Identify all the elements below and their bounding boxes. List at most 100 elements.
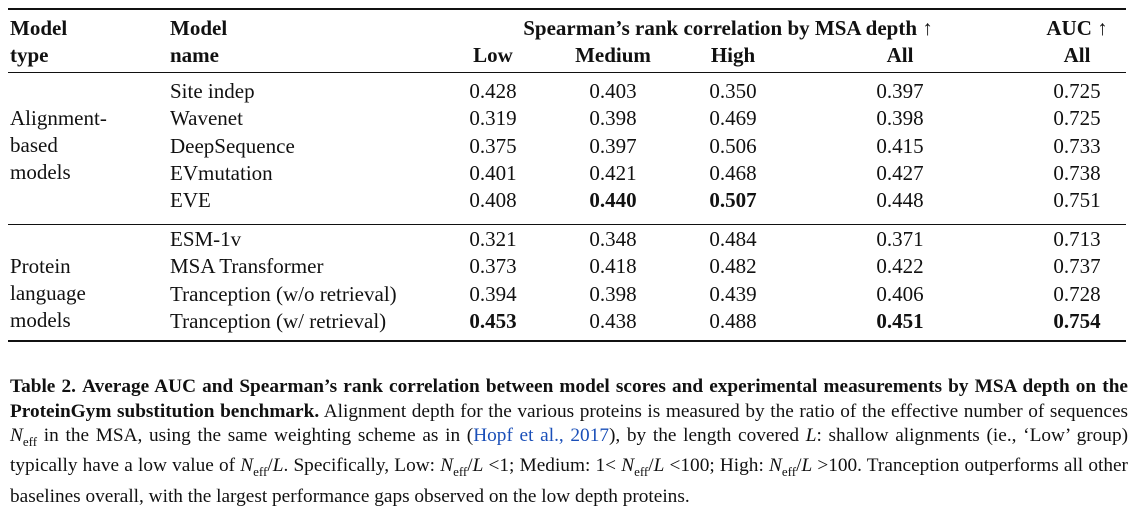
cell: 0.484 <box>709 227 757 251</box>
model-name: Tranception (w/ retrieval) <box>170 308 387 333</box>
model-name: Tranception (w/o retrieval) <box>170 281 397 306</box>
cell: 0.406 <box>876 281 924 306</box>
cell: 0.348 <box>589 227 637 251</box>
cell: 0.507 <box>709 188 757 213</box>
rule <box>8 72 1126 73</box>
caption-text: N <box>440 455 454 477</box>
model-type: models <box>10 308 71 332</box>
caption-text: >100. Tranception outperforms all other … <box>10 455 1128 507</box>
caption-text: L <box>472 455 484 477</box>
caption-text: eff <box>781 464 797 480</box>
model-type: Protein <box>10 254 71 278</box>
model-name: EVmutation <box>170 160 273 185</box>
caption-text: : shallow alignments (ie., ‘Low’ group) … <box>10 425 1129 477</box>
cell: 0.398 <box>589 106 637 131</box>
rule <box>8 340 1126 342</box>
header: Spearman’s rank correlation by MSA depth… <box>523 16 933 40</box>
cell: 0.427 <box>876 160 924 185</box>
model-type: models <box>10 160 71 184</box>
caption-text: N <box>240 455 254 477</box>
cell: 0.451 <box>876 308 924 333</box>
cell: 0.438 <box>589 308 637 333</box>
cell: 0.418 <box>589 254 637 279</box>
header: Model <box>10 16 68 40</box>
caption-text: Alignment depth for the various proteins… <box>323 400 1129 422</box>
column-header: All <box>1063 43 1091 67</box>
citation[interactable]: Hopf et al., 2017 <box>473 425 609 446</box>
model-type: based <box>10 133 58 157</box>
caption-text: eff <box>253 464 268 480</box>
caption-label: Table 2. <box>10 376 76 397</box>
cell: 0.488 <box>709 308 757 333</box>
caption-text: L <box>272 455 284 477</box>
caption-text: eff <box>634 464 649 480</box>
header: AUC ↑ <box>1046 16 1108 40</box>
model-name: ESM-1v <box>170 227 242 251</box>
cell: 0.754 <box>1053 308 1101 333</box>
caption: Table 2. Average AUC and Spearman’s rank… <box>10 375 1128 509</box>
cell: 0.725 <box>1053 79 1101 103</box>
cell: 0.403 <box>589 79 637 103</box>
model-type: language <box>10 281 86 305</box>
cell: 0.398 <box>589 281 637 306</box>
cell: 0.422 <box>876 254 924 279</box>
cell: 0.375 <box>469 133 517 158</box>
caption-text: eff <box>453 464 468 480</box>
caption-text: in the MSA, using the same weighting sch… <box>37 425 474 446</box>
cell: 0.394 <box>469 281 517 306</box>
caption-text: eff <box>22 433 38 449</box>
cell: 0.440 <box>589 188 637 213</box>
caption-text: L <box>801 455 813 477</box>
cell: 0.373 <box>469 254 517 279</box>
cell: 0.321 <box>469 227 517 251</box>
rule <box>8 224 1126 225</box>
cell: 0.482 <box>709 254 757 279</box>
cell: 0.350 <box>709 79 757 103</box>
caption-text: . Specifically, Low: <box>283 455 441 477</box>
caption-text: <100; High: <box>664 455 769 477</box>
cell: 0.448 <box>876 188 924 213</box>
rule <box>8 8 1126 10</box>
cell: 0.468 <box>709 160 757 185</box>
cell: 0.738 <box>1053 160 1101 185</box>
cell: 0.713 <box>1053 227 1101 251</box>
cell: 0.733 <box>1053 133 1101 158</box>
header: type <box>10 43 49 67</box>
cell: 0.398 <box>876 106 924 131</box>
column-header: Low <box>473 43 513 67</box>
caption-text: L <box>805 425 817 446</box>
cell: 0.408 <box>469 188 517 213</box>
model-name: DeepSequence <box>170 133 295 158</box>
caption-text: <1; Medium: 1< <box>483 455 622 477</box>
column-header: All <box>886 43 914 67</box>
cell: 0.439 <box>709 281 757 306</box>
caption-text: ), by the length covered <box>608 425 806 446</box>
column-header: Medium <box>575 43 651 67</box>
cell: 0.751 <box>1053 188 1101 213</box>
cell: 0.401 <box>469 160 517 185</box>
cell: 0.397 <box>876 79 924 103</box>
caption-text: N <box>10 425 23 446</box>
caption-text: N <box>621 455 635 477</box>
cell: 0.737 <box>1053 254 1101 279</box>
caption-text: / <box>267 455 273 477</box>
cell: 0.728 <box>1053 281 1101 306</box>
cell: 0.319 <box>469 106 517 131</box>
caption-text: L <box>653 455 665 477</box>
column-header: High <box>710 43 756 67</box>
cell: 0.725 <box>1053 106 1101 131</box>
caption-text: / <box>467 455 473 477</box>
header: name <box>170 43 219 67</box>
cell: 0.421 <box>589 160 637 185</box>
cell: 0.469 <box>709 106 757 131</box>
cell: 0.506 <box>709 133 757 158</box>
model-name: Wavenet <box>170 106 243 131</box>
model-name: EVE <box>170 188 211 213</box>
cell: 0.415 <box>876 133 924 158</box>
model-name: Site indep <box>170 79 255 103</box>
cell: 0.453 <box>469 308 517 333</box>
caption-text: / <box>648 455 654 477</box>
model-type: Alignment- <box>10 106 107 130</box>
cell: 0.397 <box>589 133 637 158</box>
